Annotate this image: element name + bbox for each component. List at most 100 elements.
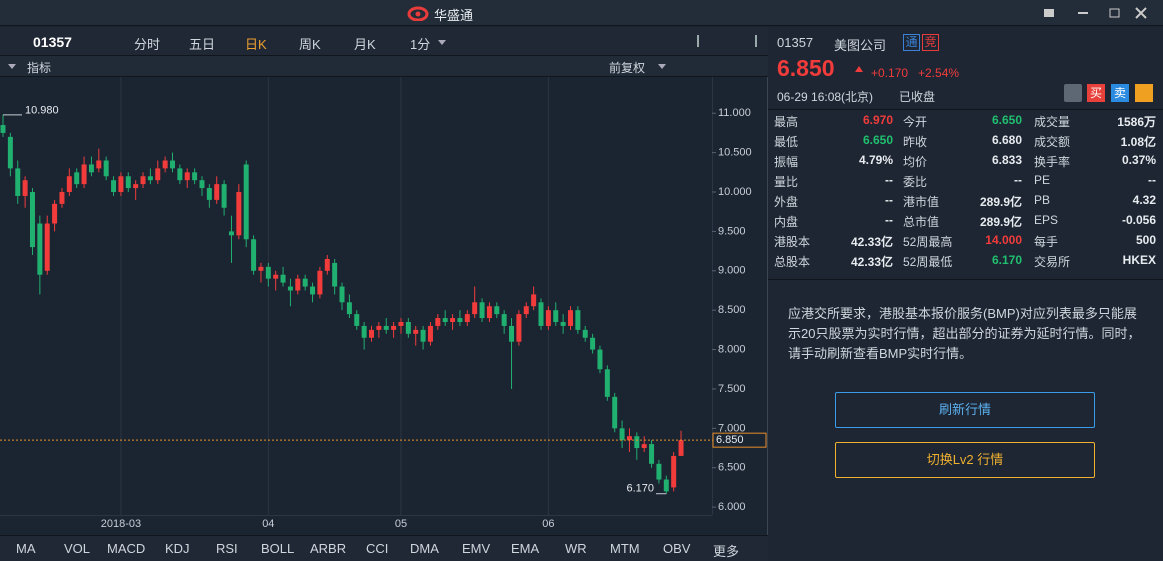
window-title: 华盛通 <box>434 8 474 23</box>
candle-body <box>501 314 507 326</box>
lv2-button[interactable]: 切换Lv2 行情 <box>835 442 1095 478</box>
candle-body <box>170 160 176 169</box>
period-tab[interactable]: 1分 <box>410 37 431 52</box>
chart: 6.000 6.500 7.000 7.500 8.000 8.500 9.000 9.500… <box>0 77 768 535</box>
candle-body <box>74 172 80 185</box>
indicator-tab[interactable]: MACD <box>107 541 146 556</box>
toolbar-icons[interactable] <box>697 35 757 47</box>
candle-body <box>52 203 58 224</box>
candle-body <box>280 274 286 283</box>
adjust-select[interactable]: 前复权 <box>609 61 646 75</box>
indicator-tab[interactable]: BOLL <box>261 541 295 556</box>
stat-label: PB <box>1034 193 1051 207</box>
stat-label: 每手 <box>1034 235 1059 249</box>
period-tab[interactable]: 分时 <box>134 37 161 52</box>
sell-button[interactable]: 卖 <box>1111 84 1129 102</box>
stat-value: 6.833 <box>991 153 1022 167</box>
indicator-tab[interactable]: MA <box>16 541 36 556</box>
indicator-tab[interactable]: 更多 <box>713 544 740 559</box>
indicator-tab[interactable]: RSI <box>216 541 238 556</box>
candle-body <box>678 440 684 456</box>
candle-body <box>509 325 515 342</box>
candle-body <box>310 286 316 295</box>
candle-body <box>273 274 279 279</box>
candle-body <box>302 278 308 287</box>
indicator-tab[interactable]: ARBR <box>310 541 347 556</box>
indicator-tab[interactable]: DMA <box>410 541 439 556</box>
candle-body <box>391 325 397 330</box>
market-status: 已收盘 <box>899 90 936 104</box>
candle-body <box>29 192 35 248</box>
period-tab[interactable]: 月K <box>354 37 376 52</box>
candle-body <box>663 479 669 492</box>
stat-label: 港市值 <box>903 195 940 209</box>
collapse-icon[interactable] <box>8 64 16 73</box>
quote-badge: 竞 <box>922 34 939 51</box>
divider <box>768 109 1163 110</box>
candle-body <box>641 444 647 449</box>
candle-body <box>405 321 411 334</box>
candle-body <box>184 172 190 181</box>
indicator-tab[interactable]: CCI <box>366 541 389 556</box>
indicator-tab[interactable]: EMV <box>462 541 491 556</box>
stat-value: 6.970 <box>862 113 893 127</box>
alert-icon[interactable] <box>1064 84 1082 102</box>
quote-time: 06-29 16:08(北京) <box>777 90 874 104</box>
candle-body <box>427 325 433 342</box>
close[interactable] <box>1135 7 1147 19</box>
indicator-tab[interactable]: KDJ <box>165 541 190 556</box>
candle-body <box>339 286 345 303</box>
period-tab[interactable]: 五日 <box>189 37 216 52</box>
candle-body <box>258 266 264 271</box>
candle-body <box>251 239 257 271</box>
candle-body <box>147 176 153 181</box>
candle-body <box>450 318 456 322</box>
x-tick-label: 05 <box>395 518 407 530</box>
stat-label: 总市值 <box>903 215 940 229</box>
candle-body <box>656 463 662 480</box>
stat-label: 昨收 <box>903 135 928 149</box>
indicator-tabs: MA VOL MACD KDJ RSI BOLL ARBR CCI DMA EMV EMA WR MTM… <box>0 535 768 561</box>
stat-label: 均价 <box>903 155 928 169</box>
indicator-label[interactable]: 指标 <box>27 61 52 75</box>
candle-body <box>376 325 382 330</box>
indicator-tab[interactable]: VOL <box>64 541 91 556</box>
y-tick-label: 8.500 <box>718 304 746 316</box>
candle-body <box>192 172 198 181</box>
refresh-button[interactable]: 刷新行情 <box>835 392 1095 428</box>
candle-body <box>413 329 419 334</box>
stat-label: PE <box>1034 173 1051 187</box>
indicator-tab[interactable]: EMA <box>511 541 540 556</box>
period-tab[interactable]: 周K <box>299 37 321 52</box>
candle-body <box>140 176 146 185</box>
candle-body <box>486 306 492 319</box>
indicator-tab[interactable]: WR <box>565 541 587 556</box>
candle-body <box>597 349 603 370</box>
indicator-tab[interactable]: OBV <box>663 541 691 556</box>
candle-body <box>228 231 234 236</box>
y-tick-label: 10.000 <box>718 186 752 198</box>
quote-badge: 通 <box>903 34 920 51</box>
stat-label: 成交量 <box>1034 115 1071 129</box>
period-tab[interactable]: 日K <box>245 37 267 52</box>
quote-panel: 01357 美图公司 通 竞 6.850 +0.170 +2.54% 06-29… <box>768 27 1163 561</box>
high-label: 10.980 <box>25 105 59 117</box>
candle-body <box>111 180 117 193</box>
indicator-tab[interactable]: MTM <box>610 541 640 556</box>
restore[interactable] <box>1109 8 1120 18</box>
stat-label: 今开 <box>903 115 928 129</box>
add-button[interactable] <box>1135 84 1153 102</box>
candle-body <box>361 325 367 338</box>
skin-icon[interactable] <box>1044 9 1054 17</box>
quote-name: 美图公司 <box>834 38 887 53</box>
y-tick-label: 9.500 <box>718 225 746 237</box>
candle-body <box>125 176 131 189</box>
candle-body <box>649 444 655 464</box>
candle-body <box>317 270 323 295</box>
stat-value: -- <box>885 193 893 207</box>
candle-body <box>479 302 485 319</box>
buy-button[interactable]: 买 <box>1087 84 1105 102</box>
stock-code: 01357 <box>33 34 72 50</box>
stat-label: 委比 <box>903 175 928 189</box>
candle-body <box>7 136 13 169</box>
